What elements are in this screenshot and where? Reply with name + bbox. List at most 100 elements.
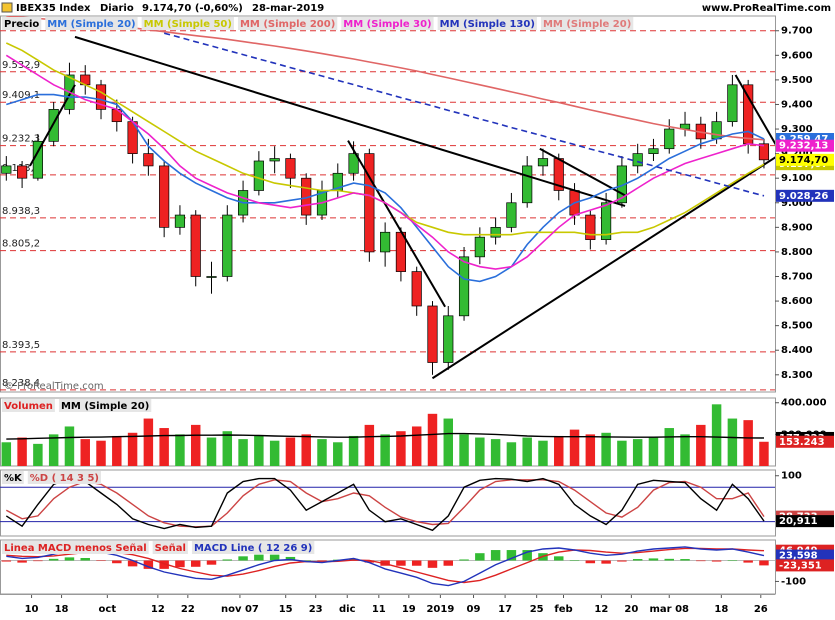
- legend-box: [2, 471, 24, 484]
- legend-box: [341, 17, 434, 30]
- legend-box: [2, 399, 55, 412]
- candle-body: [490, 226, 501, 238]
- volume-bar: [127, 432, 138, 466]
- last-value-label: 20,911: [779, 516, 818, 527]
- y-tick-label: 9.100: [781, 173, 813, 184]
- volume-bar: [617, 440, 627, 466]
- plot-area: [5, 477, 765, 532]
- volume-bar: [48, 434, 59, 466]
- y-tick-label: 100: [781, 471, 802, 482]
- histogram-bar: [364, 560, 375, 563]
- legend-box: [437, 17, 537, 30]
- last-value-label: -23,351: [779, 560, 822, 571]
- histogram-bar: [127, 560, 138, 567]
- plot-area: [0, 546, 775, 587]
- volume-bar: [522, 437, 532, 466]
- histogram-bar: [648, 558, 659, 561]
- x-tick-label: 20: [624, 604, 638, 615]
- volume-bar: [222, 431, 233, 466]
- histogram-bar: [206, 560, 217, 565]
- x-tick-label: dic: [339, 604, 356, 615]
- legend-entry: Señal: [155, 543, 186, 554]
- histogram-bar: [632, 559, 643, 561]
- plot-area: [1, 16, 775, 380]
- volume-bar: [333, 442, 343, 466]
- volume-bar: [648, 437, 659, 466]
- candle-body: [190, 214, 201, 277]
- symbol-icon: [1, 2, 13, 13]
- symbol: IBEX35 Index: [16, 3, 91, 14]
- volume-bar: [143, 418, 154, 466]
- legend-entry: MM (Simple 130): [440, 19, 535, 30]
- volume-bar: [680, 434, 690, 466]
- volume-bar: [743, 420, 753, 466]
- candle-body: [727, 84, 738, 123]
- legend-box: [2, 17, 42, 30]
- histogram-bar: [759, 560, 769, 566]
- histogram-bar: [396, 560, 406, 566]
- volume-bar: [190, 424, 201, 466]
- y-tick-label: -100: [781, 576, 806, 587]
- quote: 9.174,70 (-0,60%): [142, 3, 243, 14]
- x-tick-label: 23: [309, 604, 323, 615]
- last-value-label: 9.174,70: [779, 155, 828, 166]
- histogram-bar: [48, 558, 59, 561]
- level-label: 8.938,3: [2, 206, 40, 217]
- legend-entry: MM (Simple 20): [47, 19, 135, 30]
- last-value-label: 9.028,26: [779, 191, 828, 202]
- y-tick-label: 8.800: [781, 247, 813, 258]
- candle-body: [206, 276, 217, 278]
- volume-bar: [364, 424, 375, 466]
- volume-bar: [317, 439, 327, 466]
- level-label: 9.409,1: [2, 90, 40, 101]
- volume-bar: [17, 437, 27, 466]
- volume-bar: [632, 439, 643, 466]
- histogram-bar: [475, 553, 485, 561]
- volume-bar: [585, 434, 596, 466]
- y-tick-label: 9.400: [781, 99, 813, 110]
- candle-body: [743, 84, 754, 145]
- legend-entry: MM (Simple 50): [144, 19, 232, 30]
- last-value-label: 153.243: [779, 437, 825, 448]
- volume-bar: [459, 434, 469, 466]
- last-value-label: 23,598: [779, 551, 818, 562]
- last-value-label: 9.232,13: [779, 141, 828, 152]
- panel-frame: [0, 469, 776, 537]
- volume-bar: [112, 435, 122, 466]
- volume-bar: [396, 431, 406, 466]
- histogram-bar: [1, 560, 12, 562]
- x-tick-label: feb: [554, 604, 572, 615]
- x-tick-label: 12: [151, 604, 165, 615]
- histogram-bar: [711, 560, 722, 562]
- legend-box: [27, 471, 101, 484]
- last-value-box: [776, 139, 834, 152]
- legend-entry: %K: [4, 473, 23, 484]
- y-tick-label: 8.600: [781, 296, 813, 307]
- candle-body: [601, 202, 612, 240]
- histogram-bar: [143, 560, 154, 569]
- x-tick-label: 18: [714, 604, 728, 615]
- candle-body: [380, 231, 391, 253]
- candle-body: [664, 128, 675, 150]
- series-line: [5, 477, 765, 532]
- y-tick-label: 8.300: [781, 370, 813, 381]
- histogram-bar: [222, 559, 233, 561]
- trendline: [74, 35, 626, 207]
- trendline: [539, 147, 626, 197]
- candle-body: [411, 271, 422, 307]
- y-tick-label: 9.300: [781, 124, 813, 135]
- series-line: [5, 479, 765, 528]
- volume-bar: [443, 418, 454, 466]
- candle-body: [285, 158, 296, 179]
- x-tick-label: 15: [279, 604, 293, 615]
- histogram-bar: [96, 560, 106, 562]
- histogram-bar: [522, 550, 532, 561]
- volume-bar: [490, 439, 501, 466]
- legend-entry: %D ( 14 3 5): [30, 473, 99, 484]
- y-tick-label: 8.700: [781, 271, 813, 282]
- histogram-bar: [743, 560, 753, 563]
- legend-box: [152, 541, 188, 554]
- x-tick-label: 09: [467, 604, 481, 615]
- y-tick-label: 9.000: [781, 198, 813, 209]
- volume-bar: [285, 437, 296, 466]
